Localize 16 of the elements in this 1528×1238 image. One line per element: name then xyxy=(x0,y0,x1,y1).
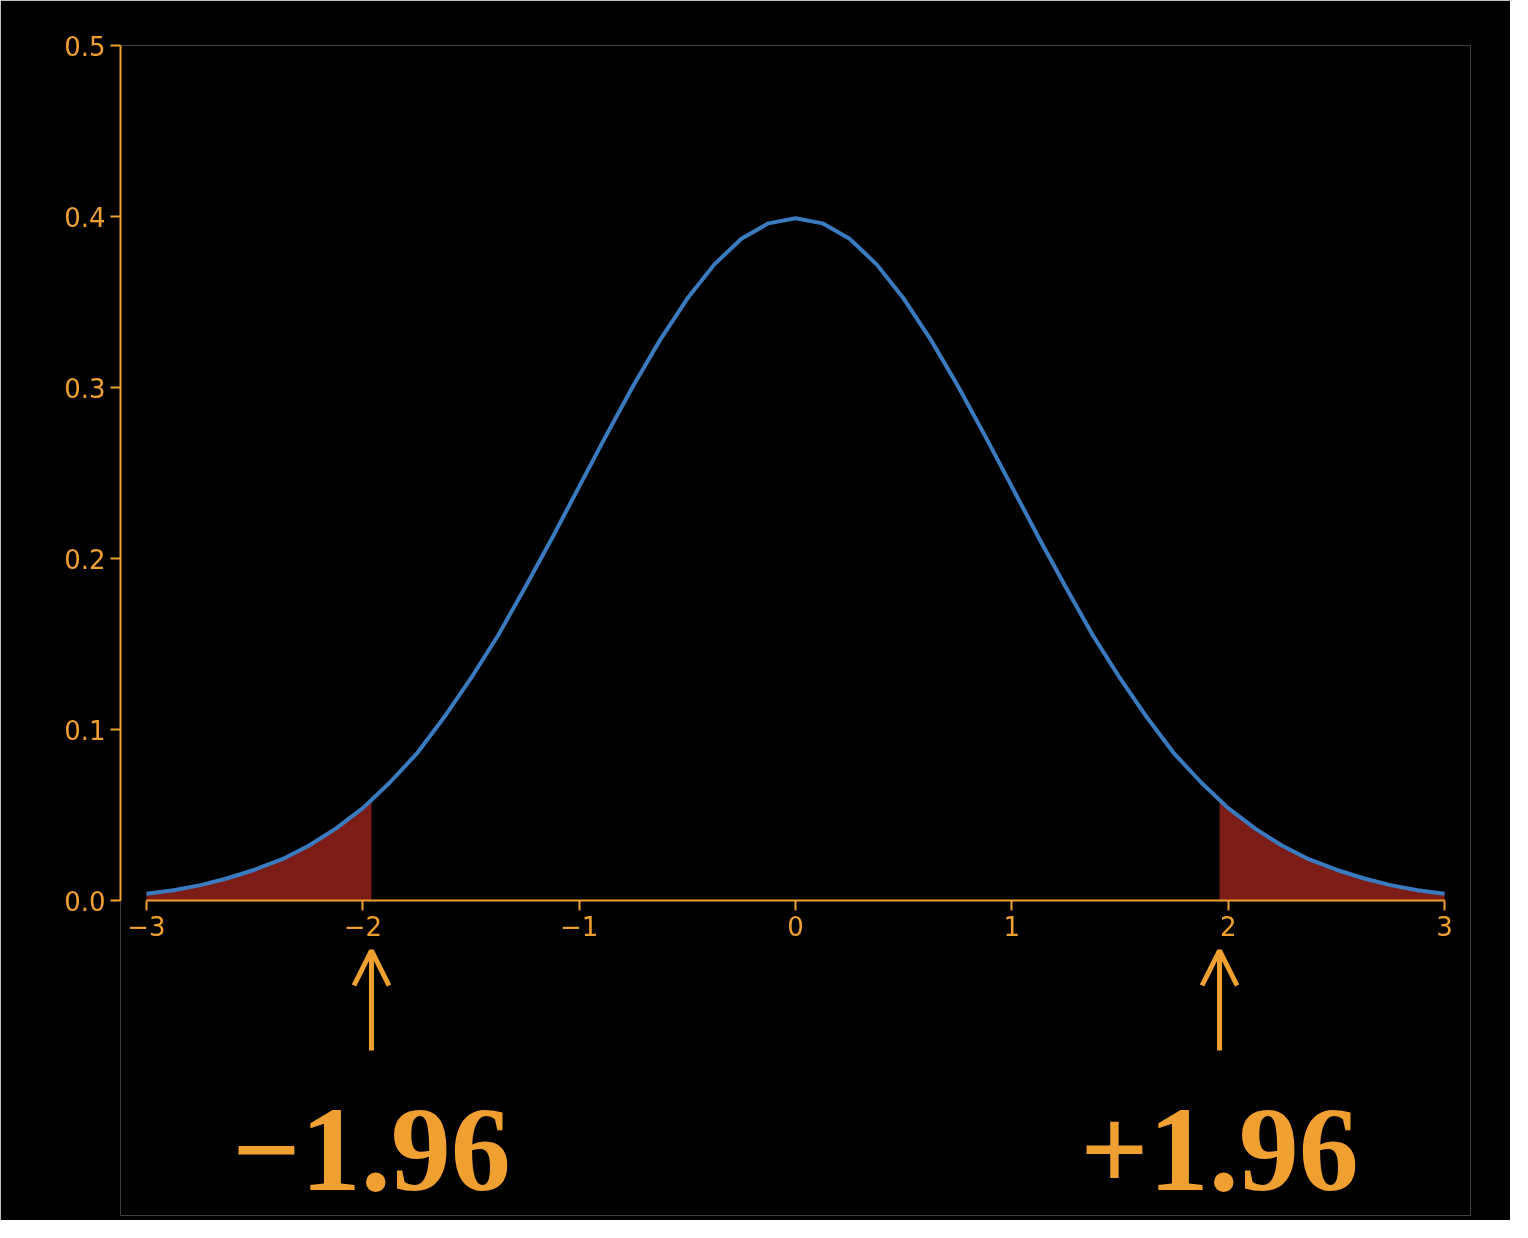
y-tick-label: 0.2 xyxy=(64,544,106,575)
line-series xyxy=(144,216,1447,896)
y-tick-label: 0.1 xyxy=(64,715,106,746)
y-tick-label: 0.0 xyxy=(64,886,106,917)
y-tick-label: 0.4 xyxy=(64,202,106,233)
y-tick-label: 0.3 xyxy=(64,373,106,404)
x-tick-label: −3 xyxy=(127,911,166,942)
annotation: +1.96 xyxy=(1080,1083,1359,1216)
y-tick-label: 0.5 xyxy=(64,31,106,62)
x-tick-label: −1 xyxy=(559,911,599,942)
x-tick-label: 3 xyxy=(1436,911,1453,942)
x-tick-label: 0 xyxy=(787,911,804,942)
annotation: −1.96 xyxy=(232,1083,511,1216)
x-tick-label: 1 xyxy=(1003,911,1021,942)
x-tick-label: 2 xyxy=(1219,911,1237,942)
x-tick-label: −2 xyxy=(343,911,382,942)
